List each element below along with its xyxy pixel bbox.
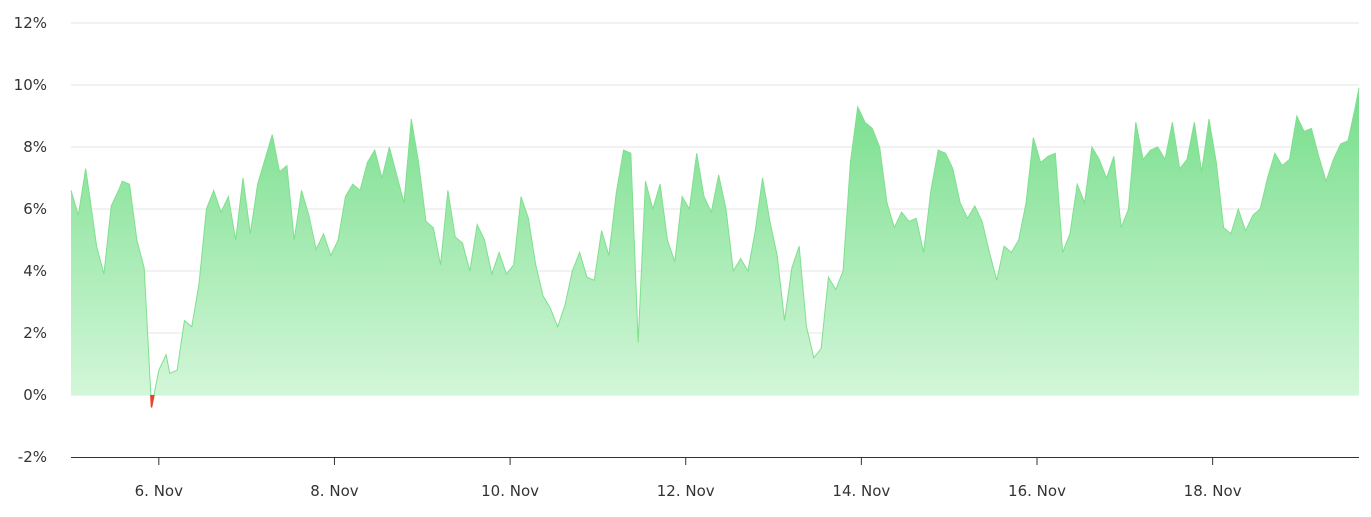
y-tick-label: 10% [14, 76, 47, 94]
x-tick-label: 18. Nov [1184, 482, 1242, 500]
y-tick-label: 6% [23, 200, 47, 218]
x-tick-label: 10. Nov [481, 482, 539, 500]
y-tick-label: 8% [23, 138, 47, 156]
x-tick-label: 8. Nov [310, 482, 358, 500]
x-axis-labels: 6. Nov 8. Nov 10. Nov 12. Nov 14. Nov 16. Nov… [135, 457, 1242, 500]
y-tick-label: 4% [23, 262, 47, 280]
y-tick-label: 2% [23, 324, 47, 342]
series-area-positive [71, 88, 1359, 395]
y-tick-label: 0% [23, 386, 47, 404]
x-tick-label: 14. Nov [832, 482, 890, 500]
y-tick-label: 12% [14, 14, 47, 32]
x-tick-label: 16. Nov [1008, 482, 1066, 500]
series-line-positive [70, 88, 1360, 395]
y-tick-label: -2% [18, 448, 47, 466]
y-axis-labels: -2% 0% 2% 4% 6% 8% 10% 12% [14, 14, 47, 466]
x-tick-label: 12. Nov [657, 482, 715, 500]
x-tick-label: 6. Nov [135, 482, 183, 500]
plot-area [70, 88, 1360, 408]
